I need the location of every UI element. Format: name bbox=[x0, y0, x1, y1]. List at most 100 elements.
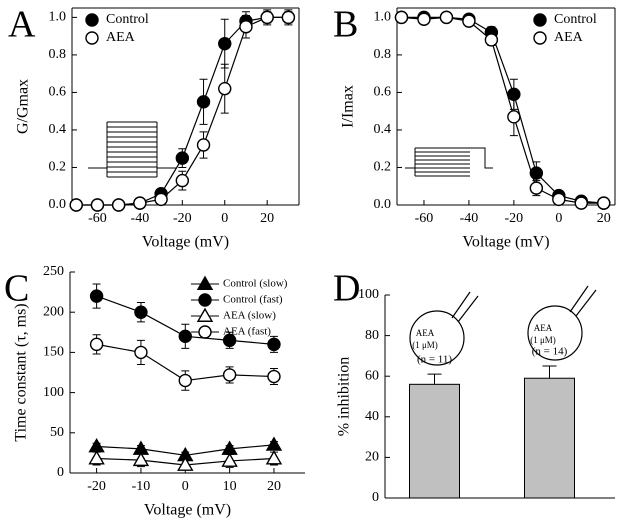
marker bbox=[111, 198, 126, 212]
y-tick-label: 60 bbox=[365, 368, 379, 383]
marker bbox=[89, 337, 104, 352]
marker bbox=[260, 10, 274, 25]
y-tick-label: 0.4 bbox=[374, 122, 392, 137]
x-axis-title: Voltage (mV) bbox=[144, 502, 231, 519]
marker bbox=[239, 20, 253, 34]
legend-marker bbox=[85, 13, 99, 27]
y-tick-label: 0.4 bbox=[49, 122, 67, 137]
marker bbox=[133, 196, 147, 210]
marker bbox=[265, 450, 283, 465]
marker bbox=[69, 198, 83, 212]
legend-marker bbox=[533, 31, 547, 45]
marker bbox=[177, 456, 194, 471]
marker bbox=[267, 369, 281, 384]
y-tick-label: 0 bbox=[57, 465, 64, 480]
y-tick-label: 20 bbox=[365, 450, 379, 465]
legend-label: AEA (slow) bbox=[223, 310, 276, 322]
marker bbox=[222, 333, 237, 348]
y-tick-label: 0.8 bbox=[49, 47, 67, 62]
x-tick-label: -60 bbox=[88, 211, 107, 226]
marker bbox=[552, 192, 566, 207]
marker bbox=[218, 36, 232, 51]
legend-label: AEA (fast) bbox=[223, 326, 271, 338]
x-tick-label: 20 bbox=[260, 211, 274, 226]
marker bbox=[134, 345, 148, 360]
marker bbox=[281, 10, 296, 25]
x-tick-label: 0 bbox=[555, 211, 562, 226]
bar bbox=[409, 383, 460, 499]
y-tick-label: 0.0 bbox=[49, 197, 67, 212]
y-tick-label: 100 bbox=[43, 385, 64, 400]
error-bar bbox=[542, 365, 557, 379]
x-tick-label: 0 bbox=[221, 211, 228, 226]
marker bbox=[439, 10, 454, 25]
n-label: (n = 11) bbox=[417, 354, 452, 366]
legend-marker bbox=[198, 293, 212, 307]
marker bbox=[134, 305, 148, 319]
y-axis-title: I/Imax bbox=[340, 85, 357, 128]
marker bbox=[529, 181, 544, 195]
marker bbox=[597, 196, 611, 210]
x-tick-label: -20 bbox=[505, 211, 524, 226]
y-tick-label: 0.2 bbox=[49, 160, 67, 175]
marker bbox=[88, 438, 105, 453]
n-label: (n = 14) bbox=[532, 346, 568, 358]
y-tick-label: 1.0 bbox=[374, 10, 392, 25]
legend-label: AEA bbox=[554, 30, 584, 45]
y-axis-title: % inhibition bbox=[336, 357, 353, 437]
y-tick-label: 250 bbox=[43, 264, 64, 279]
x-tick-label: -20 bbox=[173, 211, 192, 226]
y-tick-label: 0.6 bbox=[49, 85, 67, 100]
marker bbox=[90, 198, 105, 212]
marker bbox=[221, 452, 238, 467]
marker bbox=[88, 450, 105, 465]
y-axis-title: G/Gmax bbox=[15, 79, 32, 134]
marker bbox=[267, 337, 281, 352]
x-tick-label: 0 bbox=[182, 479, 189, 494]
panel-label: D bbox=[333, 268, 360, 310]
marker bbox=[89, 289, 104, 303]
series-line bbox=[401, 16, 604, 204]
protocol-inset bbox=[88, 121, 493, 178]
panel-label: C bbox=[4, 268, 29, 310]
bar bbox=[524, 377, 575, 499]
marker bbox=[222, 368, 237, 382]
marker bbox=[574, 196, 588, 210]
marker bbox=[132, 451, 150, 467]
legend-label: Control (fast) bbox=[223, 294, 283, 306]
y-axis-title: Time constant (τ, ms) bbox=[13, 303, 30, 441]
inset-label: (1 μM) bbox=[412, 340, 438, 350]
x-tick-label: 20 bbox=[597, 211, 611, 226]
marker bbox=[484, 33, 499, 47]
x-tick-label: -10 bbox=[132, 479, 151, 494]
y-tick-label: 150 bbox=[43, 345, 64, 360]
y-tick-label: 100 bbox=[358, 287, 379, 302]
x-axis-title: Voltage (mV) bbox=[142, 234, 229, 251]
legend-marker bbox=[198, 325, 212, 339]
x-tick-label: -40 bbox=[460, 211, 479, 226]
marker bbox=[265, 436, 283, 451]
marker bbox=[196, 95, 211, 109]
marker bbox=[417, 12, 431, 26]
y-tick-label: 0.0 bbox=[374, 197, 392, 212]
legend-marker bbox=[533, 13, 547, 27]
legend-marker bbox=[196, 307, 214, 322]
marker bbox=[175, 151, 190, 165]
marker bbox=[178, 329, 192, 344]
y-tick-label: 40 bbox=[365, 409, 379, 424]
panel-label: B bbox=[333, 4, 358, 46]
y-tick-label: 200 bbox=[43, 304, 64, 319]
legend-label: Control bbox=[554, 12, 597, 27]
x-tick-label: -20 bbox=[87, 479, 106, 494]
series-line bbox=[401, 16, 604, 204]
legend-label: Control (slow) bbox=[223, 278, 288, 290]
inset-label: AEA bbox=[416, 328, 435, 338]
y-tick-label: 0.8 bbox=[374, 47, 392, 62]
marker bbox=[178, 373, 192, 388]
legend-marker bbox=[196, 275, 214, 290]
y-tick-label: 0.2 bbox=[374, 160, 392, 175]
x-tick-label: -60 bbox=[415, 211, 434, 226]
cell-inset bbox=[409, 285, 597, 366]
marker bbox=[507, 110, 521, 124]
marker bbox=[154, 192, 168, 207]
